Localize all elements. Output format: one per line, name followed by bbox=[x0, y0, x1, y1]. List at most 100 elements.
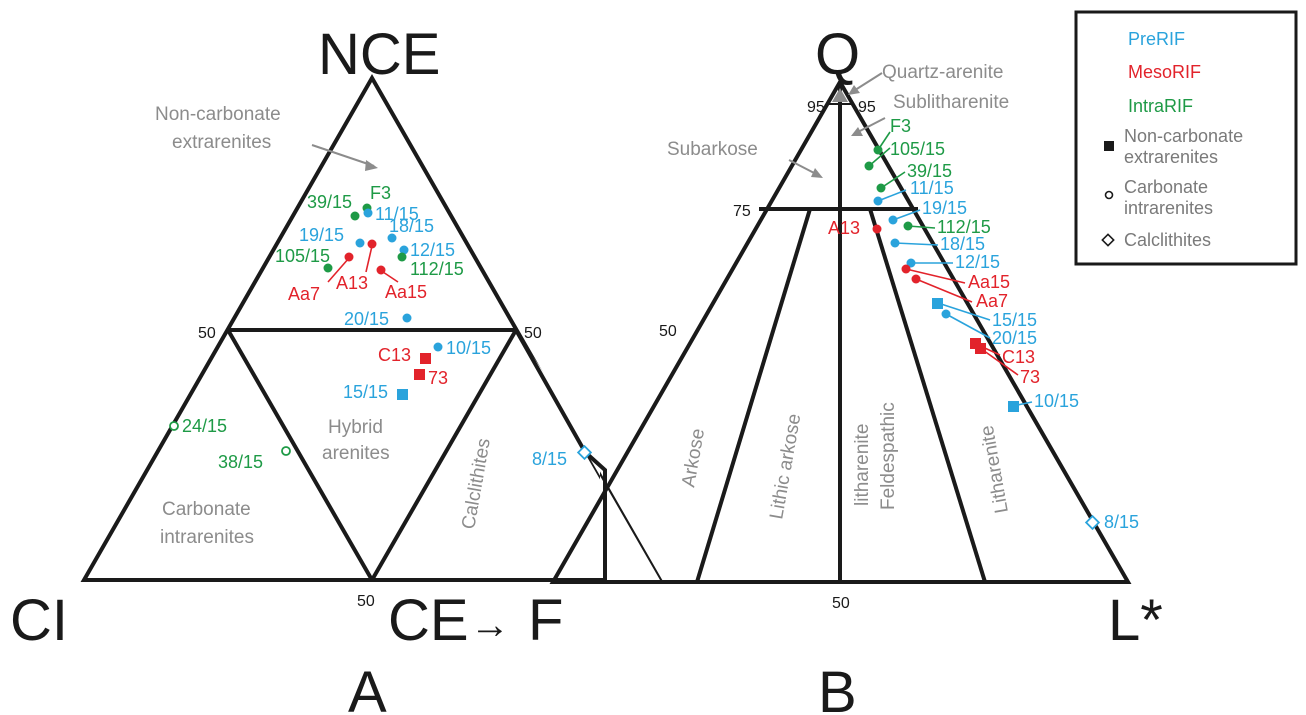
legend-noncarb-2: extrarenites bbox=[1124, 147, 1218, 167]
marker-a-C13 bbox=[420, 353, 431, 364]
marker-b-15 bbox=[932, 298, 943, 309]
panel-b-apex-top: Q bbox=[815, 22, 860, 87]
label-b-20: 20/15 bbox=[992, 328, 1037, 348]
label-b-F3: F3 bbox=[890, 116, 911, 136]
label-b-Aa15: Aa15 bbox=[968, 272, 1010, 292]
arrowhead-icon bbox=[848, 85, 860, 95]
legend-carb-2: intrarenites bbox=[1124, 198, 1213, 218]
leader-a-Aa7 bbox=[327, 257, 350, 283]
marker-a-15 bbox=[397, 389, 408, 400]
filled-square-icon bbox=[1104, 141, 1114, 151]
legend-noncarb-1: Non-carbonate bbox=[1124, 126, 1243, 146]
marker-a-12 bbox=[399, 245, 409, 255]
panel-b-tick-50-bottom: 50 bbox=[832, 595, 850, 612]
legend-calc: Calclithites bbox=[1124, 230, 1211, 250]
panel-a-apex-left: CI bbox=[10, 588, 68, 653]
label-a-8: 8/15 bbox=[532, 449, 567, 469]
leader-a-Aa15 bbox=[382, 271, 399, 283]
panel-b-letter: B bbox=[818, 660, 857, 715]
leader-b-10 bbox=[1012, 401, 1033, 407]
marker-a-19 bbox=[355, 238, 365, 248]
marker-a-A13 bbox=[367, 239, 377, 249]
panel-a-field-hybrid-2: arenites bbox=[322, 443, 390, 464]
panel-a-field-nce-1: Non-carbonate bbox=[155, 104, 281, 125]
marker-b-8 bbox=[1084, 514, 1101, 531]
panel-a-field-arrow bbox=[311, 144, 375, 167]
panel-a-calclithite-edge bbox=[514, 329, 607, 580]
label-a-Aa15: Aa15 bbox=[385, 282, 427, 302]
label-a-C13: C13 bbox=[378, 345, 411, 365]
marker-a-24 bbox=[169, 421, 179, 431]
panel-b-apex-right: L* bbox=[1108, 588, 1163, 653]
leader-b-20 bbox=[945, 313, 991, 339]
arrowhead-icon bbox=[851, 127, 863, 136]
panel-a-field-nce-2: extrarenites bbox=[172, 132, 271, 153]
label-b-39: 39/15 bbox=[907, 161, 952, 181]
panel-a-apex-top: NCE bbox=[318, 22, 440, 87]
legend-prerif: PreRIF bbox=[1128, 29, 1185, 49]
panel-a-letter: A bbox=[348, 660, 387, 715]
label-b-C13: C13 bbox=[1002, 347, 1035, 367]
panel-b-field-arkose: Arkose bbox=[678, 427, 709, 489]
label-a-18: 18/15 bbox=[389, 216, 434, 236]
panel-a-tick-left-50: 50 bbox=[198, 325, 216, 342]
label-a-39: 39/15 bbox=[307, 192, 352, 212]
legend-carb-1: Carbonate bbox=[1124, 177, 1208, 197]
label-b-10: 10/15 bbox=[1034, 391, 1079, 411]
leader-b-19 bbox=[892, 209, 921, 221]
leader-b-F3 bbox=[877, 131, 891, 151]
panel-b-sub-arrow bbox=[855, 117, 886, 134]
panel-a-hybrid-right bbox=[370, 329, 518, 581]
legend: PreRIF MesoRIF IntraRIF Non-carbonate ex… bbox=[1074, 10, 1298, 266]
leader-b-11 bbox=[877, 189, 907, 202]
panel-a-apex-right: CE bbox=[388, 588, 469, 653]
panel-a: NCE CI CE → F A 50 50 50 Non-carbonate e… bbox=[10, 22, 664, 715]
legend-intrarif: IntraRIF bbox=[1128, 96, 1193, 116]
marker-a-10 bbox=[433, 342, 443, 352]
label-b-8: 8/15 bbox=[1104, 512, 1139, 532]
label-b-11: 11/15 bbox=[910, 178, 954, 198]
panel-b-litharenite-line bbox=[868, 208, 987, 583]
panel-a-field-carb-1: Carbonate bbox=[162, 499, 251, 520]
leader-b-112 bbox=[907, 225, 936, 229]
label-a-20: 20/15 bbox=[344, 309, 389, 329]
panel-b-field-feld-1: Feldespathic bbox=[878, 402, 899, 510]
panel-b-field-qa: Quartz-arenite bbox=[882, 62, 1003, 83]
panel-b-arkose-line bbox=[695, 208, 812, 583]
marker-a-105 bbox=[323, 263, 333, 273]
leader-b-Aa7 bbox=[915, 278, 973, 303]
marker-a-20 bbox=[402, 313, 412, 323]
leader-b-39 bbox=[880, 171, 906, 189]
leader-b-C13 bbox=[975, 343, 1001, 356]
label-a-Aa7: Aa7 bbox=[288, 284, 320, 304]
panel-b-quartz-arenite-cap bbox=[832, 88, 848, 102]
panel-b-tick-50-left: 50 bbox=[659, 323, 677, 340]
panel-b-tick-75: 75 bbox=[733, 203, 751, 220]
label-a-105: 105/15 bbox=[275, 246, 330, 266]
panel-a-hybrid-left bbox=[226, 329, 374, 581]
label-b-A13: A13 bbox=[828, 218, 860, 238]
marker-a-39 bbox=[350, 211, 360, 221]
panel-a-tick-bottom-50: 50 bbox=[357, 593, 375, 610]
label-a-F3: F3 bbox=[370, 183, 391, 203]
panel-a-field-hybrid-1: Hybrid bbox=[328, 417, 383, 438]
leader-b-73 bbox=[979, 347, 1019, 376]
marker-a-8 bbox=[576, 444, 593, 461]
label-b-112: 112/15 bbox=[937, 217, 991, 237]
panel-a-tick-right-50: 50 bbox=[524, 325, 542, 342]
label-a-19: 19/15 bbox=[299, 225, 344, 245]
marker-a-18 bbox=[387, 233, 397, 243]
panel-b-tick-95-left: 95 bbox=[807, 99, 825, 116]
panel-a-field-carb-2: intrarenites bbox=[160, 527, 254, 548]
label-b-Aa7: Aa7 bbox=[976, 291, 1008, 311]
label-a-10: 10/15 bbox=[446, 338, 491, 358]
open-circle-icon bbox=[1104, 190, 1114, 200]
marker-a-11 bbox=[363, 208, 373, 218]
marker-a-38 bbox=[281, 446, 291, 456]
leader-b-Aa15 bbox=[905, 268, 966, 284]
label-a-112: 112/15 bbox=[410, 259, 464, 279]
label-b-19: 19/15 bbox=[922, 198, 967, 218]
arrowhead-icon bbox=[811, 168, 823, 178]
label-a-12: 12/15 bbox=[410, 240, 455, 260]
